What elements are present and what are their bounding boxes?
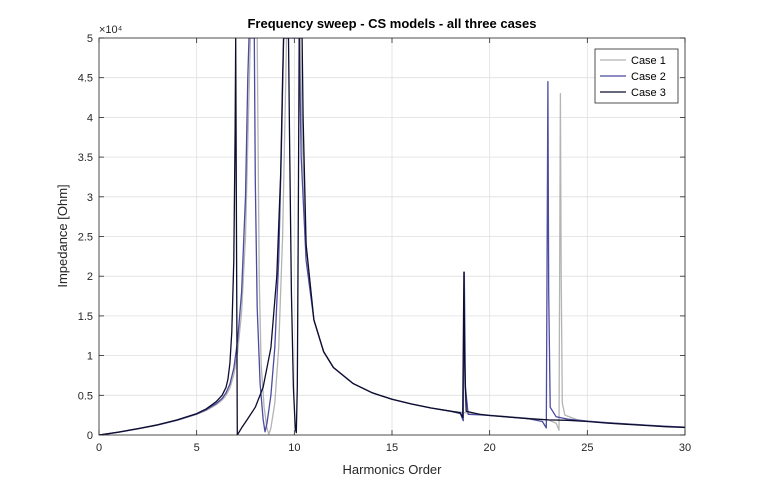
chart-title: Frequency sweep - CS models - all three … — [247, 16, 536, 31]
y-axis-label: Impedance [Ohm] — [55, 184, 70, 287]
x-axis-label: Harmonics Order — [343, 462, 443, 477]
y-tick-label: 0.5 — [78, 390, 93, 402]
legend-label-case-2: Case 2 — [631, 71, 666, 83]
y-exponent-label: ×10⁴ — [99, 24, 123, 36]
x-axis: 0 5 10 15 20 25 30 — [96, 38, 691, 454]
series-line-case-2 — [99, 38, 685, 435]
y-tick-label: 2 — [87, 271, 93, 283]
series-line-case-1 — [99, 38, 685, 435]
x-tick-label: 20 — [484, 442, 496, 454]
legend-label-case-1: Case 1 — [631, 55, 666, 67]
y-axis: 0 0.5 1 1.5 2 2.5 3 3.5 4 4.5 5 — [78, 33, 685, 442]
y-tick-label: 1.5 — [78, 311, 93, 323]
legend-label-case-3: Case 3 — [631, 87, 666, 99]
y-tick-label: 4.5 — [78, 73, 93, 85]
legend: Case 1 Case 2 Case 3 — [594, 48, 679, 104]
x-tick-label: 15 — [386, 442, 398, 454]
series-line-case-3 — [99, 38, 685, 435]
y-tick-label: 5 — [87, 33, 93, 45]
x-tick-label: 0 — [96, 442, 102, 454]
y-tick-label: 3 — [87, 192, 93, 204]
y-tick-label: 1 — [87, 351, 93, 363]
x-tick-label: 25 — [581, 442, 593, 454]
y-tick-label: 2.5 — [78, 232, 93, 244]
x-tick-label: 30 — [679, 442, 691, 454]
y-tick-label: 0 — [87, 430, 93, 442]
y-tick-label: 4 — [87, 112, 93, 124]
series-group — [99, 38, 685, 435]
x-tick-label: 5 — [194, 442, 200, 454]
x-tick-label: 10 — [288, 442, 300, 454]
y-tick-label: 3.5 — [78, 152, 93, 164]
